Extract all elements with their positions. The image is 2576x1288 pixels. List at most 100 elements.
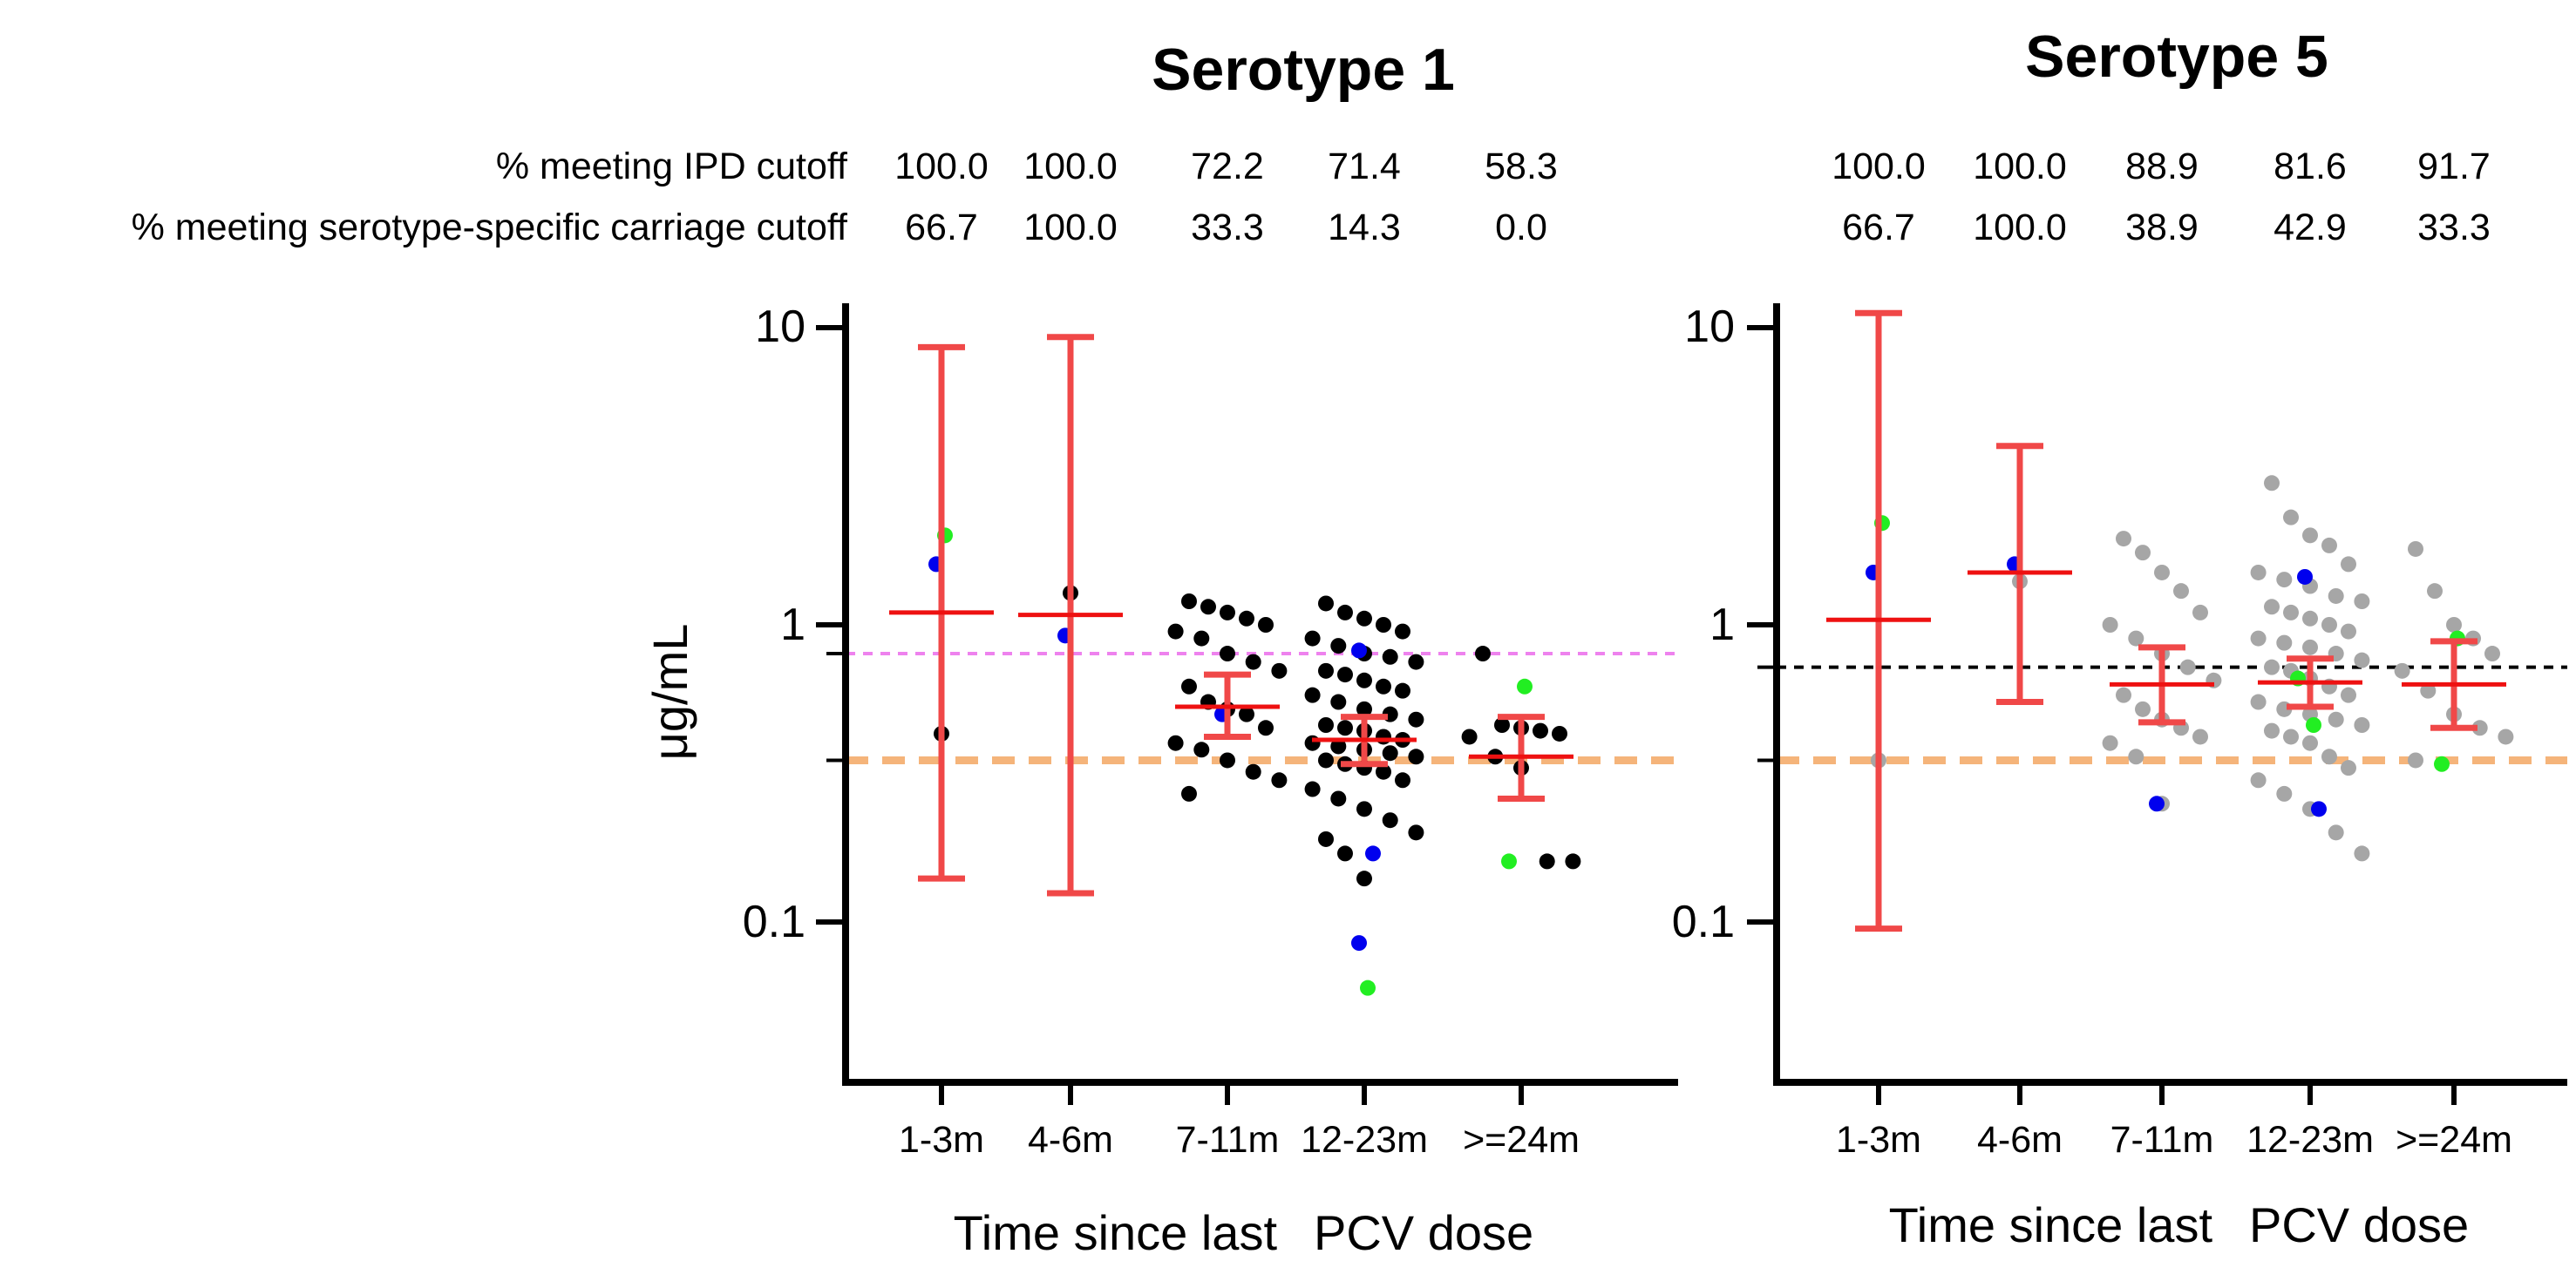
panel1-ylabel: μg/mL: [642, 624, 697, 761]
panel1-point-3-37: [1356, 801, 1372, 817]
panel1-green-point-3-0: [1360, 980, 1376, 996]
panel1-point-3-13: [1376, 678, 1391, 695]
panel1-point-2-18: [1245, 763, 1261, 780]
panel2-point-3-10: [2264, 599, 2280, 615]
panel2-point-3-15: [2250, 630, 2267, 647]
panel2-point-2-5: [2102, 617, 2118, 633]
panel1-point-2-6: [1193, 630, 1210, 647]
panel2-point-3-3: [2321, 537, 2337, 553]
panel2-point-3-25: [2250, 694, 2267, 710]
panel2-green-point-3-0: [2306, 716, 2321, 733]
panel1-ytick-label-10: 10: [755, 302, 805, 352]
panel2-pct-carriage-1: 100.0: [1973, 207, 2067, 248]
panel2-point-2-2: [2154, 564, 2170, 580]
panel1-point-2-16: [1193, 742, 1210, 758]
panel1-point-3-20: [1318, 716, 1334, 733]
panel2-point-2-1: [2135, 545, 2151, 561]
panel1-xlabel-part1: Time since last: [954, 1205, 1278, 1260]
panel2-point-3-4: [2341, 556, 2356, 573]
panel1-pct-carriage-0: 66.7: [905, 207, 978, 248]
panel1-point-3-17: [1356, 701, 1372, 717]
panel2-point-3-36: [2276, 785, 2293, 802]
panel1-point-4-1: [1494, 716, 1510, 733]
panel1-point-2-4: [1258, 617, 1274, 633]
panel2-point-3-17: [2302, 639, 2318, 655]
panel2-point-3-8: [2328, 587, 2344, 604]
panel1-pct-ipd-4: 58.3: [1485, 146, 1558, 187]
panel2-xtick-label-3: 12-23m: [2246, 1119, 2374, 1161]
panel1-pct-carriage-3: 14.3: [1328, 207, 1401, 248]
panel2-point-2-3: [2173, 583, 2189, 600]
panel1-point-3-15: [1304, 687, 1321, 703]
panel2-point-3-13: [2321, 617, 2337, 633]
panel1-point-3-21: [1337, 720, 1353, 736]
panel1-pct-carriage-1: 100.0: [1023, 207, 1118, 248]
panel1-blue-point-3-1: [1365, 845, 1381, 862]
panel1-point-2-7: [1220, 646, 1235, 662]
panel2-point-3-33: [2321, 749, 2337, 765]
panel2-pct-carriage-0: 66.7: [1842, 207, 1915, 248]
panel1-xtick-label-3: 12-23m: [1301, 1119, 1428, 1161]
panel1-point-3-34: [1395, 772, 1410, 789]
panel2-point-3-14: [2341, 623, 2356, 640]
panel1-xtick-label-0: 1-3m: [899, 1119, 984, 1161]
panel1-point-2-10: [1181, 678, 1197, 695]
panel1-point-3-36: [1330, 790, 1347, 807]
panel1-point-3-1: [1337, 604, 1353, 620]
panel2-ytick-label-10: 10: [1684, 302, 1735, 352]
panel2-pct-ipd-4: 91.7: [2417, 146, 2491, 187]
panel2-point-4-8: [2471, 720, 2488, 736]
panel1-pct-carriage-4: 0.0: [1495, 207, 1547, 248]
panel1-pct-ipd-0: 100.0: [894, 146, 989, 187]
panel2-xtick-label-4: >=24m: [2396, 1119, 2512, 1161]
panel2-ytick-label-0.1: 0.1: [1672, 897, 1735, 947]
panel1-point-2-0: [1181, 593, 1197, 609]
panel2-point-3-11: [2283, 604, 2299, 620]
panel2-point-3-19: [2354, 652, 2370, 668]
panel1-point-3-5: [1304, 630, 1321, 647]
panel2-pct-carriage-4: 33.3: [2417, 207, 2491, 248]
panel2-point-4-1: [2427, 583, 2443, 600]
panel1-point-2-3: [1239, 610, 1254, 627]
panel2-point-2-14: [2192, 729, 2208, 745]
panel2-point-2-4: [2192, 604, 2208, 620]
panel2-point-3-6: [2276, 572, 2293, 588]
panel2-point-4-4: [2484, 646, 2500, 662]
panel1-ytick-label-0.1: 0.1: [743, 897, 805, 947]
panel2-point-3-24: [2341, 687, 2356, 703]
panel1-point-3-0: [1318, 595, 1334, 612]
panel1-point-3-30: [1318, 752, 1334, 769]
panel2-point-3-35: [2250, 772, 2267, 789]
panel1-point-3-2: [1356, 610, 1372, 627]
panel2-point-3-12: [2302, 610, 2318, 627]
panel2-point-2-10: [2116, 687, 2131, 703]
panel1-blue-point-3-0: [1351, 642, 1367, 659]
panel2-pct-ipd-3: 81.6: [2274, 146, 2347, 187]
panel1-point-3-16: [1330, 694, 1347, 710]
panel1-point-2-1: [1200, 599, 1216, 615]
panel1-pct-ipd-3: 71.4: [1328, 146, 1401, 187]
panel1-point-3-14: [1395, 682, 1410, 699]
panel1-point-3-8: [1382, 648, 1398, 665]
panel1-point-3-40: [1318, 830, 1334, 847]
panel1-point-3-19: [1408, 711, 1424, 728]
panel1-point-4-8: [1539, 853, 1555, 870]
panel2-point-2-0: [2116, 531, 2131, 547]
panel2-xtick-label-0: 1-3m: [1836, 1119, 1921, 1161]
panel2-plot: 1-3m 100.0 66.7 4-6m 100.0 100.0 7-11m 88.9 38.9…: [1747, 146, 2567, 1161]
panel1-point-2-14: [1258, 720, 1274, 736]
panel2-pct-ipd-1: 100.0: [1973, 146, 2067, 187]
panel2-pct-carriage-3: 42.9: [2274, 207, 2347, 248]
panel2-point-3-1: [2283, 509, 2299, 525]
panel1-point-3-6: [1330, 638, 1347, 654]
panel2-ytick-label-1: 1: [1709, 600, 1735, 650]
panel1-point-2-19: [1271, 772, 1288, 789]
panel1-point-3-23: [1376, 729, 1391, 745]
panel2-point-4-9: [2498, 729, 2514, 745]
panel1-point-3-26: [1330, 738, 1347, 755]
panel2-blue-point-3-0: [2297, 568, 2313, 585]
panel2-xtick-label-2: 7-11m: [2110, 1119, 2214, 1161]
panel1-point-2-20: [1181, 785, 1197, 802]
panel1-xtick-label-1: 4-6m: [1028, 1119, 1113, 1161]
panel2-point-4-2: [2446, 617, 2462, 633]
